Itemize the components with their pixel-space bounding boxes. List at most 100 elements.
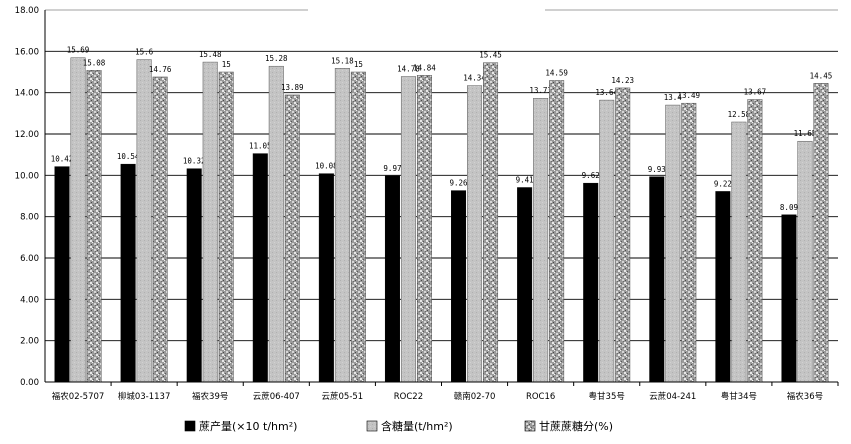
legend-swatch xyxy=(184,420,196,432)
bar xyxy=(268,65,284,383)
bar xyxy=(120,163,136,383)
x-tick-label: 粤甘35号 xyxy=(589,391,625,402)
bar xyxy=(747,99,763,383)
x-tick-label: 云蔗05-51 xyxy=(322,391,364,402)
bar xyxy=(797,140,813,383)
x-tick-label: 福农39号 xyxy=(192,391,228,402)
x-axis: 福农02-5707 柳城03-1137 福农39号 云蔗06-407 云蔗05-51 RO… xyxy=(45,381,839,402)
data-label: 13.64 xyxy=(595,88,618,97)
data-label: 14.23 xyxy=(611,76,634,85)
data-label: 11.65 xyxy=(794,129,817,138)
bar xyxy=(517,187,533,383)
y-tick-label: 18.00 xyxy=(15,6,39,16)
y-tick-label: 10.00 xyxy=(15,171,39,181)
data-label: 14.34 xyxy=(463,74,486,83)
bar xyxy=(284,94,300,383)
data-label: 10.42 xyxy=(51,155,74,164)
bar xyxy=(400,76,416,383)
bar xyxy=(384,175,400,383)
bar xyxy=(467,85,483,383)
data-label: 15.48 xyxy=(199,50,222,59)
y-axis: 0.00 2.00 4.00 6.00 8.00 10.00 12.00 14.00 16.00… xyxy=(15,6,46,388)
data-label: 8.09 xyxy=(780,203,798,212)
legend-label: 含糖量(t/hm²) xyxy=(381,419,453,433)
bar xyxy=(665,104,681,383)
data-label: 13.67 xyxy=(744,87,767,96)
data-label: 13.73 xyxy=(529,86,552,95)
bar xyxy=(186,168,202,383)
bar xyxy=(54,166,70,383)
bar xyxy=(781,214,797,383)
y-tick-label: 0.00 xyxy=(20,378,39,388)
y-tick-label: 14.00 xyxy=(15,89,39,99)
gridlines xyxy=(45,9,838,342)
y-tick-label: 2.00 xyxy=(20,337,39,347)
data-label: 15.6 xyxy=(135,48,154,57)
legend-label: 甘蔗蔗糖分(%) xyxy=(539,419,613,433)
data-label: 11.05 xyxy=(249,142,272,151)
y-tick-label: 4.00 xyxy=(20,295,39,305)
data-label: 15 xyxy=(222,60,231,69)
x-tick-label: 福农36号 xyxy=(787,391,823,402)
bar xyxy=(483,62,499,383)
bar xyxy=(218,71,234,383)
data-label: 15 xyxy=(354,60,363,69)
bar xyxy=(350,71,366,383)
bar xyxy=(86,70,102,383)
bars: 10.4215.6915.0810.5415.614.7610.3215.481… xyxy=(51,46,833,383)
x-tick-label: ROC16 xyxy=(526,392,555,402)
legend-label: 蔗产量(×10 t/hm²) xyxy=(199,419,297,433)
x-tick-label: 柳城03-1137 xyxy=(118,391,171,402)
bar xyxy=(715,191,731,383)
data-label: 15.69 xyxy=(67,46,90,55)
x-tick-label: 粤甘34号 xyxy=(721,391,757,402)
data-label: 9.22 xyxy=(714,179,732,188)
data-label: 9.93 xyxy=(648,165,666,174)
bar xyxy=(649,176,665,383)
data-label: 12.58 xyxy=(728,110,751,119)
data-label: 9.97 xyxy=(383,164,401,173)
bar xyxy=(533,97,549,383)
bar xyxy=(549,80,565,383)
bar xyxy=(152,76,168,383)
bar xyxy=(731,121,747,383)
data-label: 9.26 xyxy=(450,179,469,188)
y-tick-label: 6.00 xyxy=(20,254,39,264)
data-label: 10.08 xyxy=(315,162,338,171)
data-label: 14.45 xyxy=(810,71,833,80)
x-tick-label: 云蔗06-407 xyxy=(253,391,300,402)
data-label: 14.59 xyxy=(545,68,568,77)
legend-swatch xyxy=(366,420,378,432)
data-label: 14.84 xyxy=(413,63,436,72)
data-label: 10.54 xyxy=(117,152,140,161)
bar xyxy=(599,99,615,383)
bar xyxy=(583,182,599,383)
data-label: 13.49 xyxy=(678,91,701,100)
data-label: 10.32 xyxy=(183,157,206,166)
y-tick-label: 12.00 xyxy=(15,130,39,140)
bar xyxy=(681,102,697,383)
bar xyxy=(416,75,432,383)
bar xyxy=(252,153,268,383)
data-label: 15.08 xyxy=(83,58,106,67)
data-label: 15.18 xyxy=(331,56,354,65)
data-label: 9.41 xyxy=(516,176,534,185)
y-tick-label: 16.00 xyxy=(15,47,39,57)
bar xyxy=(615,87,631,383)
x-tick-label: 福农02-5707 xyxy=(52,391,105,402)
bar xyxy=(813,83,829,383)
data-label: 13.89 xyxy=(281,83,304,92)
bar xyxy=(202,61,218,383)
data-label: 14.76 xyxy=(149,65,172,74)
bar xyxy=(451,190,467,383)
x-tick-label: ROC22 xyxy=(394,392,423,402)
x-tick-label: 云蔗04-241 xyxy=(649,391,696,402)
data-label: 13.4 xyxy=(664,93,683,102)
bar xyxy=(70,57,86,383)
x-tick-label: 赣南02-70 xyxy=(454,391,496,402)
data-label: 9.62 xyxy=(582,171,600,180)
y-tick-label: 8.00 xyxy=(20,213,39,223)
legend-swatch xyxy=(524,420,536,432)
data-label: 14.78 xyxy=(397,65,420,74)
